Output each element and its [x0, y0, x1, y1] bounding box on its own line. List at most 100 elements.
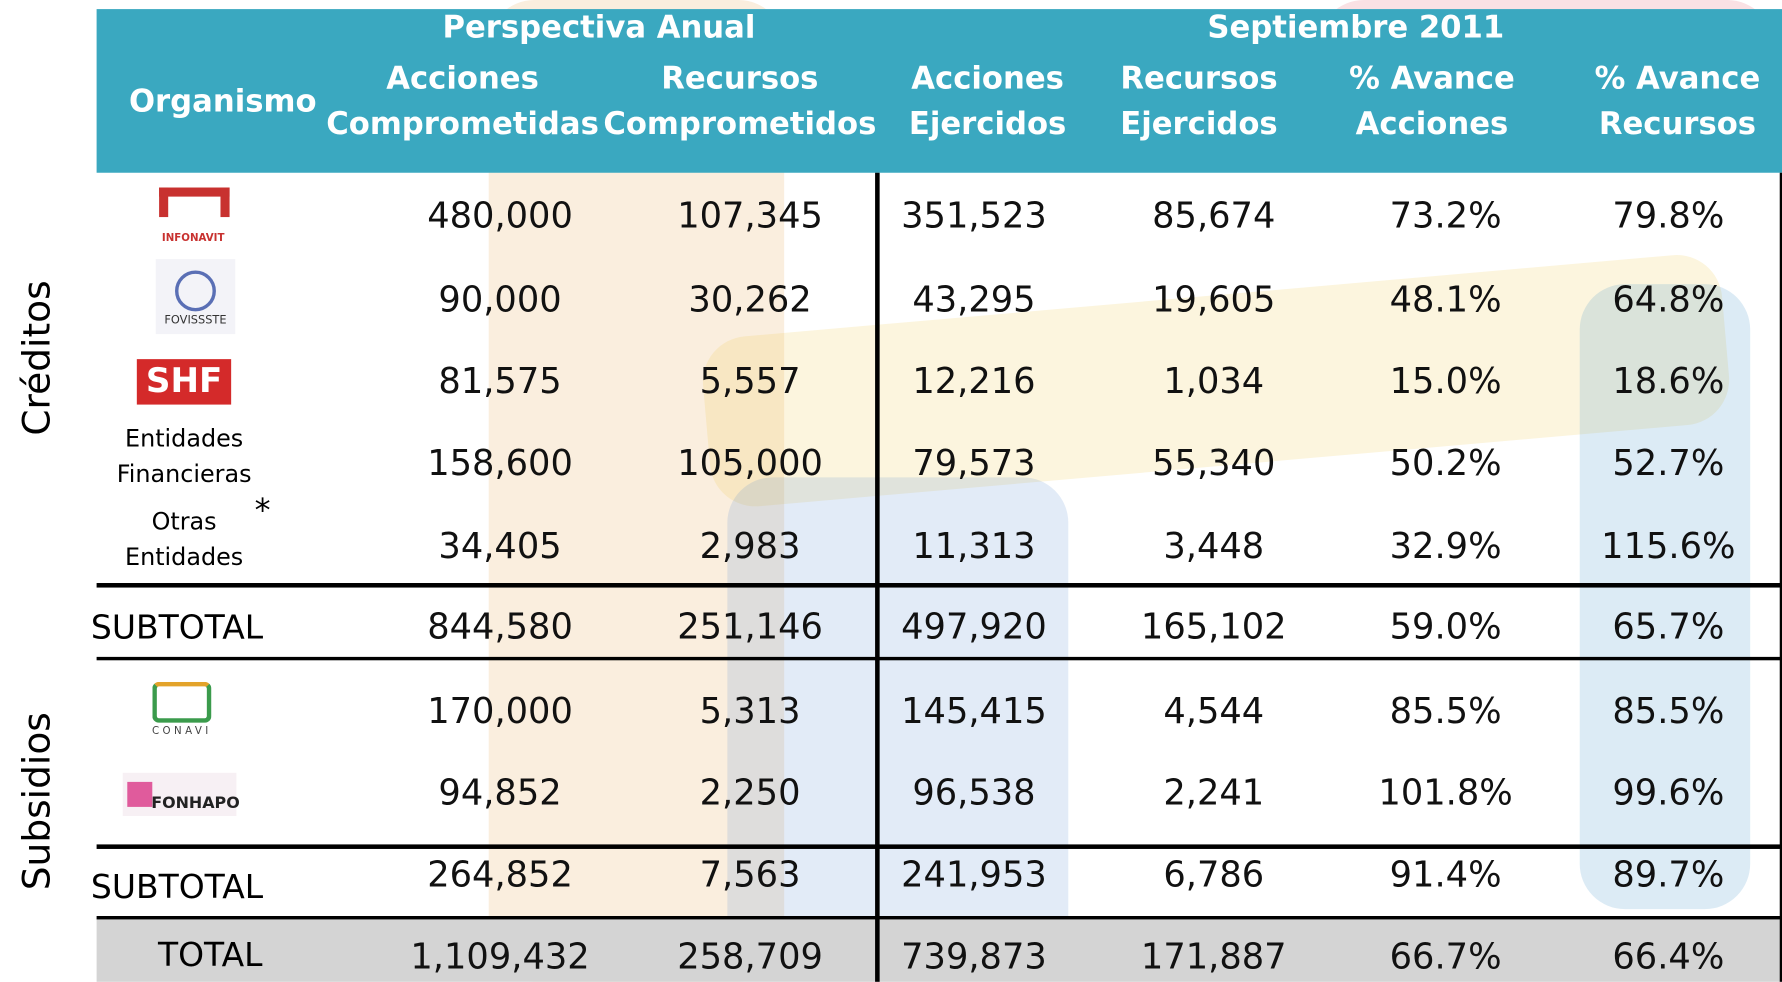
- organismo: SUBTOTAL: [90, 867, 264, 906]
- logo-mark: [127, 781, 153, 807]
- bg-shape: [727, 477, 1069, 978]
- cell: 99.6%: [1612, 772, 1725, 814]
- cell: 165,102: [1140, 606, 1287, 648]
- cell: 85.5%: [1389, 690, 1502, 732]
- cell: 30,262: [688, 279, 812, 321]
- cell: 34,405: [438, 526, 562, 568]
- cell: 1,034: [1163, 361, 1265, 403]
- cell: 5,557: [699, 361, 801, 403]
- cell: 52.7%: [1612, 443, 1725, 485]
- cell: 85,674: [1152, 195, 1276, 237]
- cell: 66.7%: [1389, 936, 1502, 978]
- cell: 79,573: [912, 443, 1036, 485]
- cell: 170,000: [427, 690, 573, 732]
- cell: 6,786: [1163, 854, 1265, 896]
- cell: 107,345: [677, 195, 823, 237]
- column-header: Comprometidos: [603, 106, 877, 143]
- group-title: Perspectiva Anual: [442, 10, 756, 46]
- cell: 241,953: [901, 854, 1047, 896]
- cell: 844,580: [427, 606, 573, 648]
- logo-text: CONAVI: [152, 726, 212, 738]
- cell: 43,295: [912, 279, 1036, 321]
- cell: 96,538: [912, 772, 1036, 814]
- cell: 158,600: [427, 443, 573, 485]
- total-band: [96, 918, 1782, 982]
- cell: 5,313: [699, 690, 801, 732]
- cell: 7,563: [699, 854, 801, 896]
- cell: 264,852: [427, 854, 573, 896]
- cell: 4,544: [1163, 690, 1265, 732]
- cell: 81,575: [438, 361, 562, 403]
- column-header: Acciones: [911, 61, 1064, 97]
- cell: 2,250: [699, 772, 801, 814]
- cell: 258,709: [677, 936, 823, 978]
- cell: 32.9%: [1389, 526, 1502, 568]
- cell: 101.8%: [1378, 772, 1513, 814]
- logo-text: FOVISSSTE: [164, 314, 227, 327]
- cell: 19,605: [1152, 279, 1276, 321]
- column-header: % Avance: [1594, 61, 1761, 97]
- cell: 73.2%: [1389, 195, 1502, 237]
- cell: 18.6%: [1612, 361, 1725, 403]
- cell: 91.4%: [1389, 854, 1502, 896]
- column-header: Acciones: [1355, 106, 1509, 143]
- logo-text: FONHAPO: [151, 794, 240, 813]
- column-header: Ejercidos: [1120, 106, 1278, 143]
- cell: 90,000: [438, 279, 562, 321]
- cell: 251,146: [677, 606, 823, 648]
- cell: 48.1%: [1389, 279, 1502, 321]
- column-header: Recursos: [1598, 106, 1757, 143]
- rule: [1779, 172, 1782, 982]
- rule: [96, 844, 1782, 849]
- column-header: Recursos: [1120, 61, 1278, 97]
- group-title: Septiembre 2011: [1207, 10, 1505, 46]
- cell: 171,887: [1140, 936, 1287, 978]
- logo-text: INFONAVIT: [161, 232, 225, 245]
- organismo: TOTAL: [157, 935, 263, 974]
- cell: 85.5%: [1612, 690, 1725, 732]
- column-header: Recursos: [661, 61, 819, 97]
- cell: 94,852: [438, 772, 562, 814]
- side-label: Créditos: [14, 280, 59, 436]
- cell: 12,216: [912, 361, 1036, 403]
- cell: 2,241: [1163, 772, 1265, 814]
- logo-mark: [152, 681, 212, 723]
- cell: 59.0%: [1389, 606, 1502, 648]
- header-band: [96, 9, 1782, 173]
- cell: 739,873: [901, 936, 1047, 978]
- logo-mark: [159, 187, 230, 218]
- side-label: Subsidios: [14, 712, 59, 891]
- organismo: SUBTOTAL: [90, 608, 264, 647]
- cell: 55,340: [1152, 443, 1276, 485]
- cell: 64.8%: [1612, 279, 1725, 321]
- column-header: % Avance: [1349, 61, 1515, 97]
- rule: [96, 583, 1782, 588]
- cell: 497,920: [901, 606, 1047, 648]
- cell: 66.4%: [1612, 936, 1725, 978]
- bg-shape: [1579, 284, 1751, 910]
- cell: 89.7%: [1612, 854, 1725, 896]
- cell: 1,109,432: [410, 936, 590, 978]
- organismo: Entidades: [124, 425, 244, 453]
- column-header: Acciones: [386, 61, 539, 97]
- cell: 50.2%: [1389, 443, 1502, 485]
- cell: 79.8%: [1612, 195, 1725, 237]
- rule: [96, 916, 1782, 920]
- rule: [96, 656, 1782, 661]
- cell: 15.0%: [1389, 361, 1502, 403]
- logo-text: SHF: [136, 359, 232, 405]
- cell: 480,000: [427, 195, 573, 237]
- column-header: Ejercidos: [908, 106, 1067, 143]
- cell: 105,000: [677, 443, 823, 485]
- column-header: Organismo: [128, 84, 317, 120]
- cell: 145,415: [901, 690, 1047, 732]
- cell: 351,523: [901, 195, 1047, 237]
- cell: 11,313: [912, 526, 1036, 568]
- organismo: Otras: [151, 508, 217, 536]
- cell: 3,448: [1163, 526, 1265, 568]
- cell: 2,983: [699, 526, 801, 568]
- logo-mark: [175, 270, 216, 312]
- note: *: [254, 491, 271, 530]
